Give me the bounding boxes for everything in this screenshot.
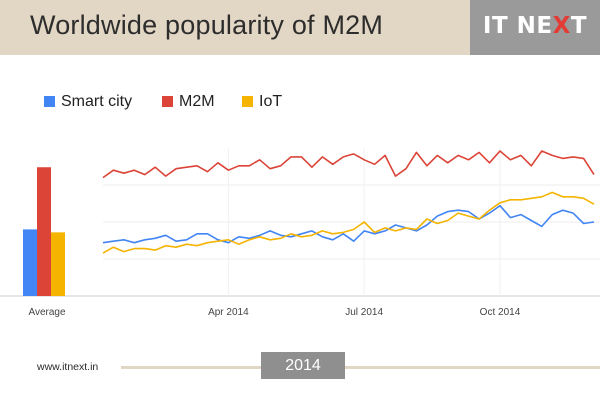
average-bar-3 [51, 232, 65, 296]
x-tick-label-1: Jul 2014 [345, 307, 383, 318]
header-band [0, 0, 470, 55]
legend-swatch-iot [242, 96, 253, 107]
trend-chart: Average Apr 2014 Jul 2014 Oct 2014 [0, 148, 600, 318]
series-line-1 [102, 204, 595, 244]
average-label: Average [28, 307, 66, 318]
series-line-2 [102, 150, 595, 179]
page-title: Worldwide popularity of M2M [30, 10, 384, 40]
footer-divider-left [121, 366, 261, 369]
legend-item-m2m[interactable]: M2M [162, 93, 215, 111]
series-line-3 [102, 191, 595, 254]
legend-swatch-smart-city [44, 96, 55, 107]
average-bar-2 [37, 167, 51, 296]
legend-item-iot[interactable]: IoT [242, 93, 282, 111]
average-bar-1 [23, 229, 37, 296]
legend-swatch-m2m [162, 96, 173, 107]
brand-logo: IT NEXT [482, 13, 588, 39]
brand-logo-box: IT NEXT [470, 0, 600, 55]
legend-item-smart-city[interactable]: Smart city [44, 93, 132, 111]
footer-year-badge: 2014 [261, 352, 345, 379]
x-tick-label-0: Apr 2014 [208, 307, 249, 318]
footer-url[interactable]: www.itnext.in [37, 361, 99, 373]
footer-divider-right [345, 366, 600, 369]
x-tick-label-2: Oct 2014 [480, 307, 521, 318]
